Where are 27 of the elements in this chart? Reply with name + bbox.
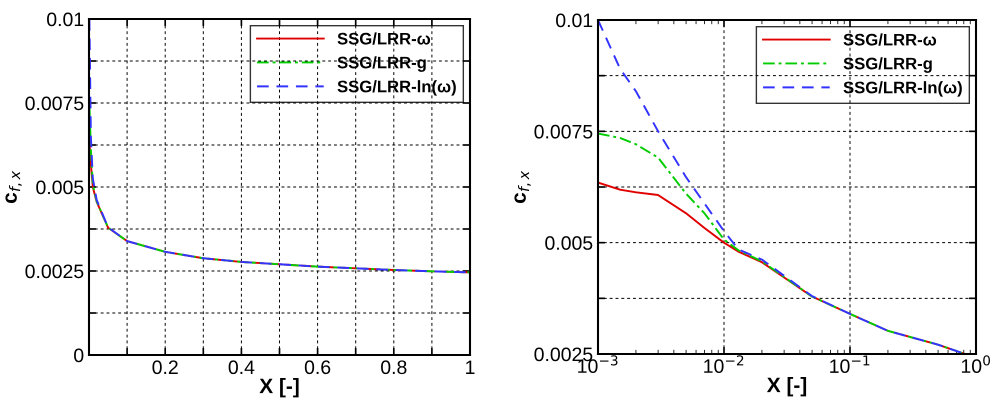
legend-label: SSG/LRR-ln(ω) bbox=[844, 81, 962, 97]
x-tick-label: 10$^{−2}$ bbox=[704, 355, 744, 373]
x-tick-label: 1 bbox=[466, 360, 474, 374]
x-axis-title: X [-] bbox=[766, 376, 806, 396]
x-tick-label: 0.2 bbox=[152, 360, 178, 374]
y-tick-label: 0.0025 bbox=[25, 264, 84, 278]
legend-label: SSG/LRR-ω bbox=[338, 32, 430, 45]
legend-label: SSG/LRR-ω bbox=[844, 33, 936, 46]
y-tick-label: 0.0075 bbox=[534, 124, 592, 139]
x-tick-label: 0.6 bbox=[304, 360, 330, 374]
y-tick-label: 0.005 bbox=[545, 236, 592, 250]
legend-label: SSG/LRR-g bbox=[844, 57, 932, 73]
y-axis-title: c$_{f,x}$ bbox=[5, 170, 22, 204]
legend-label: SSG/LRR-g bbox=[338, 56, 426, 72]
y-tick-label: 0.01 bbox=[556, 13, 592, 28]
y-tick-label: 0.0025 bbox=[534, 347, 592, 362]
x-tick-label: 10$^{0}$ bbox=[962, 355, 990, 373]
y-tick-label: 0.005 bbox=[36, 180, 84, 194]
y-axis-title: c$_{f,x}$ bbox=[514, 170, 531, 204]
legend-label: SSG/LRR-ln(ω) bbox=[338, 80, 456, 96]
x-tick-label: 10$^{−1}$ bbox=[830, 355, 870, 374]
y-tick-label: 0.01 bbox=[47, 12, 84, 26]
y-tick-label: 0 bbox=[74, 348, 84, 362]
x-axis-title: X [-] bbox=[259, 378, 299, 398]
x-tick-label: 0.4 bbox=[228, 360, 254, 374]
x-tick-label: 0.8 bbox=[381, 360, 406, 374]
y-tick-label: 0.0075 bbox=[25, 96, 84, 110]
